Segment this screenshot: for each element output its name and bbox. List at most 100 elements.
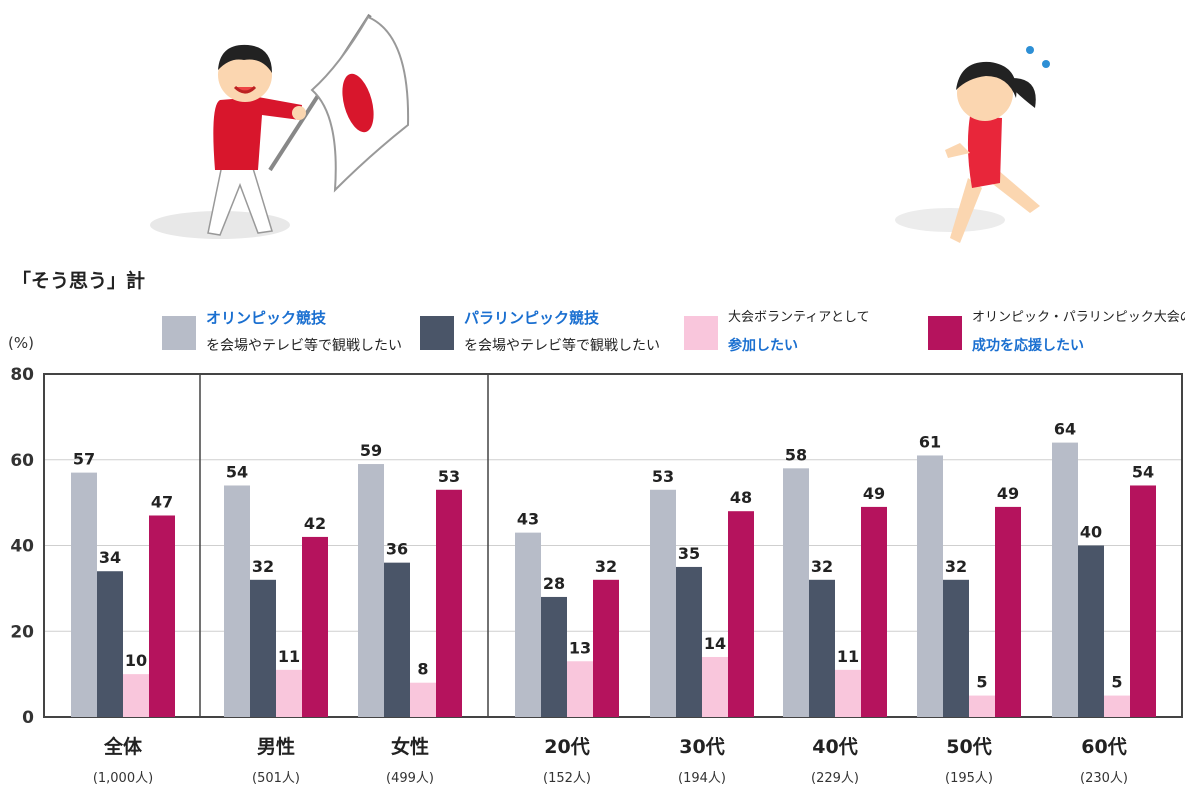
legend-swatch-support — [928, 316, 962, 350]
x-category-label: 男性 — [256, 736, 295, 758]
bar — [567, 661, 593, 717]
y-tick-label: 80 — [10, 365, 34, 385]
x-category-label: 女性 — [390, 736, 429, 758]
data-label: 11 — [278, 647, 300, 666]
data-label: 40 — [1080, 523, 1102, 542]
runner-illustration — [895, 46, 1050, 243]
bar — [1104, 695, 1130, 717]
x-sample-size: (1,000人) — [92, 771, 154, 786]
legend-swatch-olympic — [162, 316, 196, 350]
legend-paralympic-line1: パラリンピック競技 — [464, 309, 600, 327]
data-label: 32 — [252, 557, 274, 576]
bar — [995, 506, 1021, 717]
y-tick-label: 0 — [22, 708, 34, 728]
data-label: 54 — [226, 462, 248, 481]
bar — [436, 489, 462, 717]
x-category-label: 40代 — [812, 736, 858, 758]
bar — [149, 515, 175, 717]
bar — [1052, 442, 1078, 717]
bar — [224, 485, 250, 717]
x-category-label: 全体 — [103, 736, 142, 758]
bar — [702, 656, 728, 717]
data-label: 54 — [1132, 462, 1154, 481]
data-label: 61 — [919, 432, 941, 451]
bar — [809, 579, 835, 717]
data-label: 34 — [99, 548, 121, 567]
data-label: 42 — [304, 514, 326, 533]
x-sample-size: (152人) — [543, 771, 591, 786]
x-category-label: 30代 — [679, 736, 725, 758]
x-category-label: 50代 — [946, 736, 992, 758]
bar — [835, 669, 861, 717]
data-label: 8 — [417, 660, 428, 679]
y-tick-label: 20 — [10, 622, 34, 642]
legend-volunteer-line2: 参加したい — [728, 338, 798, 354]
bar — [969, 695, 995, 717]
data-label: 5 — [1111, 673, 1122, 692]
legend-volunteer-line1: 大会ボランティアとして — [728, 310, 870, 325]
data-label: 10 — [125, 651, 147, 670]
bar — [650, 489, 676, 717]
data-label: 47 — [151, 492, 173, 511]
data-label: 48 — [730, 488, 752, 507]
x-sample-size: (499人) — [386, 771, 434, 786]
legend-olympic-line1: オリンピック競技 — [206, 309, 327, 327]
data-label: 5 — [976, 673, 987, 692]
data-label: 32 — [595, 557, 617, 576]
x-sample-size: (194人) — [678, 771, 726, 786]
y-axis-unit: (%) — [8, 334, 34, 352]
x-sample-size: (229人) — [811, 771, 859, 786]
x-sample-size: (195人) — [945, 771, 993, 786]
data-label: 58 — [785, 445, 807, 464]
data-label: 35 — [678, 544, 700, 563]
bar — [943, 579, 969, 717]
legend-support-line1: オリンピック・パラリンピック大会の — [972, 310, 1185, 325]
legend-support-line2: 成功を応援したい — [972, 338, 1084, 354]
data-label: 59 — [360, 441, 382, 460]
bar — [410, 682, 436, 717]
data-label: 36 — [386, 540, 408, 559]
y-tick-label: 60 — [10, 451, 34, 471]
y-tick-label: 40 — [10, 537, 34, 557]
bar — [728, 511, 754, 717]
bar — [917, 455, 943, 717]
data-label: 57 — [73, 450, 95, 469]
bar — [97, 571, 123, 717]
data-label: 43 — [517, 510, 539, 529]
data-label: 32 — [811, 557, 833, 576]
data-label: 53 — [438, 467, 460, 486]
data-label: 14 — [704, 634, 726, 653]
bar — [593, 579, 619, 717]
legend-swatch-volunteer — [684, 316, 718, 350]
data-label: 64 — [1054, 420, 1076, 439]
data-label: 28 — [543, 574, 565, 593]
data-label: 32 — [945, 557, 967, 576]
x-sample-size: (230人) — [1080, 771, 1128, 786]
bar — [384, 562, 410, 717]
bar — [541, 596, 567, 717]
data-label: 11 — [837, 647, 859, 666]
x-sample-size: (501人) — [252, 771, 300, 786]
section-title: 「そう思う」計 — [12, 270, 146, 292]
bar — [302, 536, 328, 717]
flag-bearer-illustration — [150, 13, 410, 239]
data-label: 49 — [997, 484, 1019, 503]
bar — [250, 579, 276, 717]
bar — [1130, 485, 1156, 717]
data-label: 53 — [652, 467, 674, 486]
x-category-label: 60代 — [1081, 736, 1127, 758]
data-label: 13 — [569, 638, 591, 657]
legend-paralympic-line2: を会場やテレビ等で観戦したい — [464, 338, 660, 354]
bar — [358, 464, 384, 717]
x-category-label: 20代 — [544, 736, 590, 758]
legend-swatch-paralympic — [420, 316, 454, 350]
bar — [1078, 545, 1104, 717]
legend-olympic-line2: を会場やテレビ等で観戦したい — [206, 338, 402, 354]
bar — [71, 472, 97, 717]
bar — [123, 674, 149, 717]
data-label: 49 — [863, 484, 885, 503]
bar — [515, 532, 541, 717]
bar-chart: 0 20 40 60 80 57 34 10 47 54 32 11 42 59 36 8 53 43 28 13 32… — [10, 365, 1183, 728]
bar — [276, 669, 302, 717]
bar — [783, 468, 809, 717]
